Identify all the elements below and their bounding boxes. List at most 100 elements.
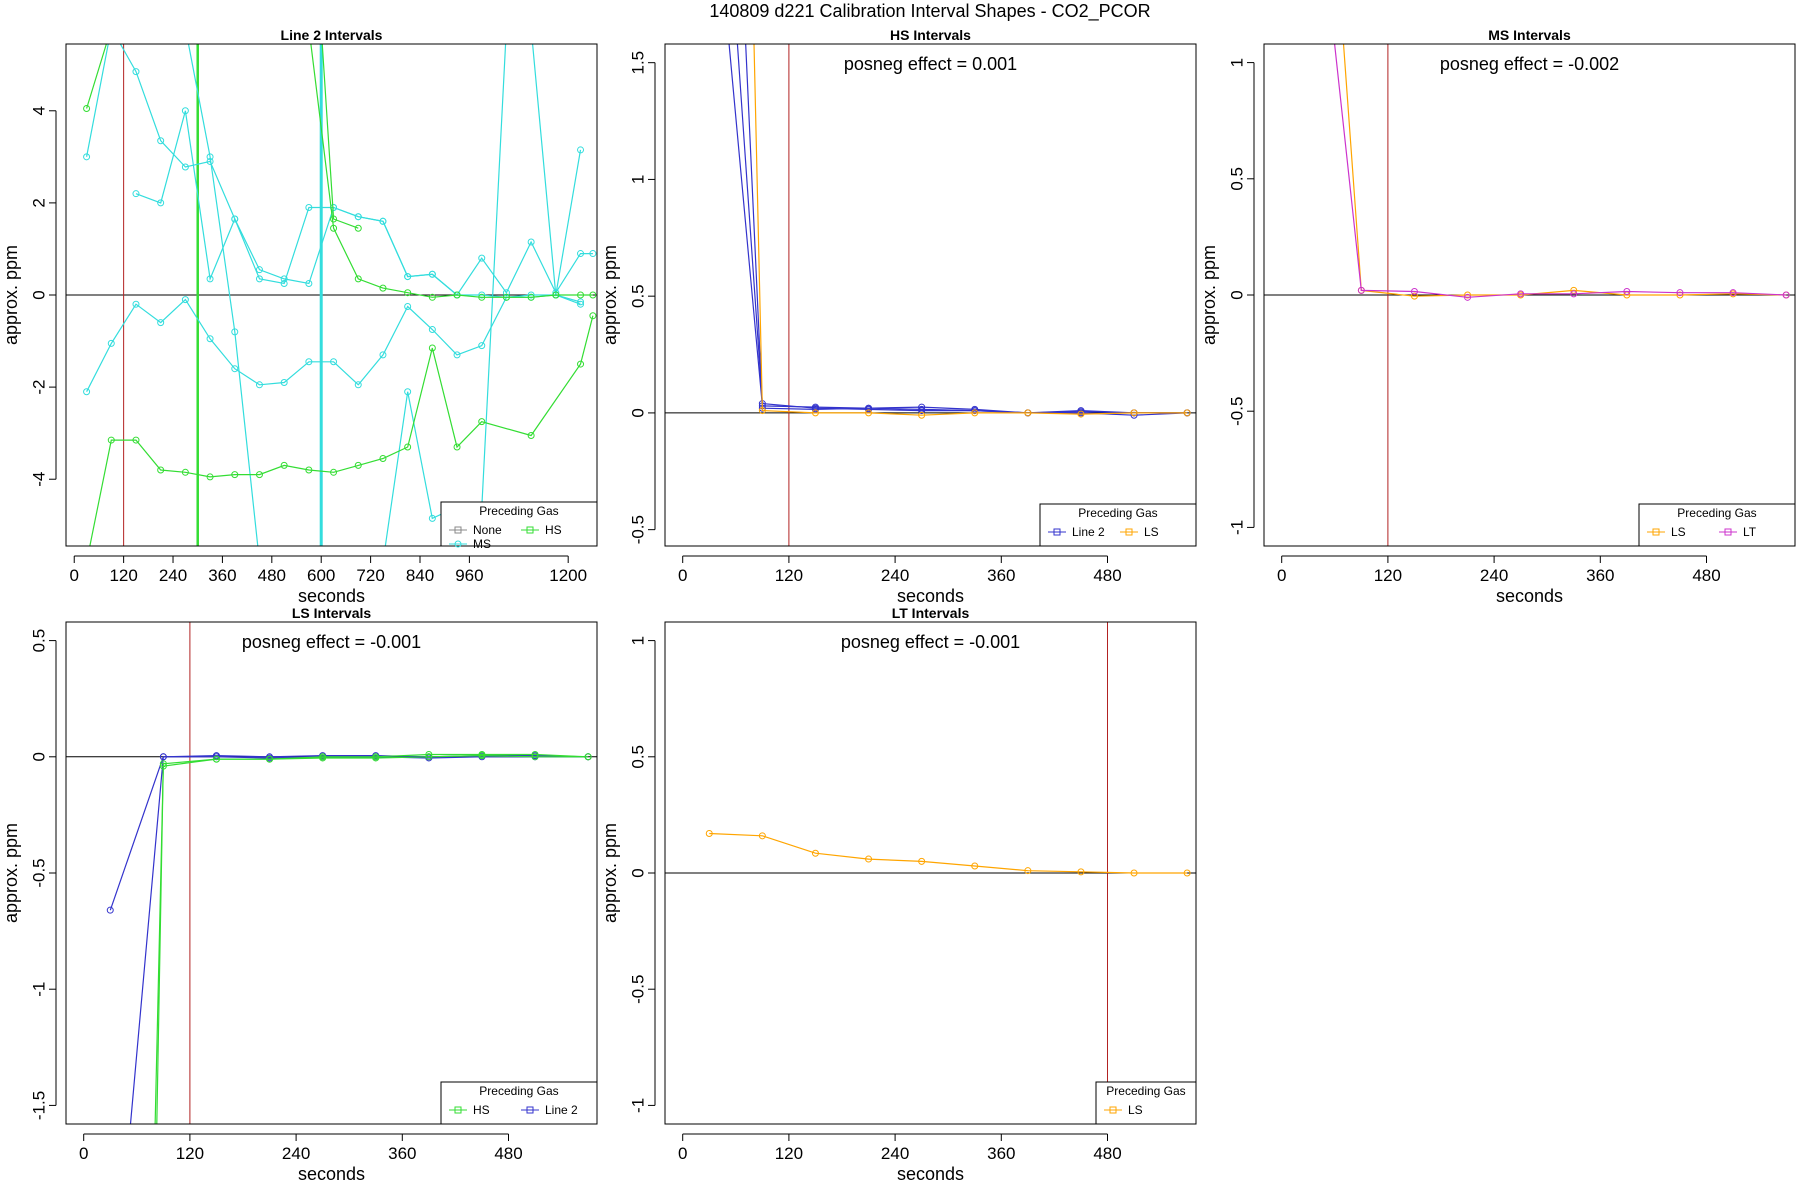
data-point: [372, 754, 380, 762]
data-point: [106, 906, 114, 914]
legend-swatch-marker: [1053, 528, 1061, 536]
plot-area: [665, 44, 1196, 546]
data-point: [1676, 291, 1684, 299]
legend-label: LS: [1144, 525, 1159, 539]
series-line: [1333, 44, 1787, 298]
y-tick-label: 0: [30, 752, 49, 761]
y-tick-label: -0.5: [629, 975, 648, 1004]
data-point: [231, 471, 239, 479]
data-point: [266, 755, 274, 763]
data-point: [206, 473, 214, 481]
data-point: [705, 829, 713, 837]
data-point: [478, 342, 486, 350]
data-point: [577, 300, 585, 308]
plot-area: [665, 622, 1196, 1124]
x-axis: 0 120 240 360 480 600 720 840 960 1200: [69, 555, 587, 585]
data-point: [133, 25, 139, 31]
plot-frame: [1263, 43, 1796, 547]
panel-title: LS Intervals: [292, 605, 372, 621]
data-point: [577, 250, 585, 258]
data-point: [182, 25, 188, 31]
data-point: [157, 137, 165, 145]
x-tick-label: 120: [775, 1144, 803, 1163]
data-point: [108, 25, 114, 31]
x-tick-label: 240: [881, 1144, 909, 1163]
series-line: [187, 44, 581, 546]
data-point: [157, 199, 165, 207]
y-tick-label: 0.5: [629, 745, 648, 769]
data-point: [206, 153, 214, 161]
x-axis: 0 120 240 360 480: [678, 555, 1122, 585]
data-point: [527, 293, 535, 301]
legend-label: LT: [1743, 525, 1757, 539]
data-point: [132, 436, 140, 444]
legend: Preceding Gas LS LT: [1638, 503, 1796, 547]
data-point: [865, 404, 873, 412]
y-axis-label: approx. ppm: [1199, 245, 1219, 345]
data-point: [354, 213, 362, 221]
x-tick-label: 480: [1692, 566, 1720, 585]
data-point: [255, 275, 263, 283]
x-tick-label: 600: [307, 566, 335, 585]
y-axis: -0.5 0 0.5 1 1.5: [629, 51, 656, 544]
legend-swatch-marker: [526, 1106, 534, 1114]
data-point: [379, 454, 387, 462]
data-point: [330, 468, 338, 476]
x-tick-label: 360: [987, 566, 1015, 585]
data-point: [1130, 409, 1138, 417]
data-point: [527, 238, 535, 246]
x-axis: 0 120 240 360 480: [678, 1133, 1122, 1163]
data-point: [453, 291, 461, 299]
x-tick-label: 480: [258, 566, 286, 585]
series-line: [89, 315, 594, 546]
data-point: [478, 752, 486, 760]
data-point: [1464, 293, 1472, 301]
data-point: [531, 750, 539, 758]
data-point: [502, 289, 510, 297]
legend-title: Preceding Gas: [1106, 1084, 1185, 1098]
data-point: [1077, 408, 1085, 416]
data-point: [133, 25, 139, 31]
data-point: [1183, 869, 1191, 877]
legend-swatch-marker: [1109, 1106, 1117, 1114]
posneg-annotation: posneg effect = 0.001: [844, 54, 1017, 74]
data-point: [404, 289, 412, 297]
series-line: [321, 44, 359, 229]
y-tick-label: 0: [629, 868, 648, 877]
posneg-annotation: posneg effect = -0.002: [1440, 54, 1619, 74]
data-point: [404, 303, 412, 311]
legend-title: Preceding Gas: [479, 504, 558, 518]
y-tick-label: 0.5: [30, 629, 49, 653]
y-tick-label: -0.5: [30, 858, 49, 887]
data-point: [125, 1149, 131, 1155]
x-tick-label: 480: [1093, 566, 1121, 585]
posneg-annotation: posneg effect = -0.001: [242, 632, 421, 652]
legend-title: Preceding Gas: [1677, 506, 1756, 520]
data-point: [256, 25, 262, 31]
data-point: [453, 443, 461, 451]
y-axis-label: approx. ppm: [600, 245, 620, 345]
x-tick-label: 240: [881, 566, 909, 585]
series-line: [156, 754, 589, 1124]
legend-swatch-marker: [454, 540, 462, 548]
y-tick-label: 1: [1228, 58, 1247, 67]
data-point: [182, 25, 188, 31]
data-point: [971, 862, 979, 870]
data-point: [527, 291, 535, 299]
data-point: [354, 224, 362, 232]
panel-title: HS Intervals: [890, 27, 971, 43]
y-axis-label: approx. ppm: [1, 823, 21, 923]
data-point: [231, 328, 239, 336]
data-point: [404, 443, 412, 451]
series-line: [154, 753, 589, 1124]
posneg-annotation: posneg effect = -0.001: [841, 632, 1020, 652]
data-point: [132, 68, 140, 76]
y-tick-label: 0: [629, 408, 648, 417]
data-point: [181, 468, 189, 476]
legend-swatch-marker: [526, 526, 534, 534]
series-line: [86, 294, 581, 392]
data-point: [280, 379, 288, 387]
data-point: [231, 215, 239, 223]
